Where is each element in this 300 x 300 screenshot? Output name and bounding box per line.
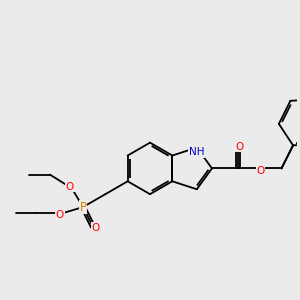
Text: O: O [56,210,64,220]
Text: O: O [235,142,243,152]
Text: O: O [92,223,100,233]
Text: O: O [66,182,74,192]
Text: P: P [80,200,87,214]
Text: NH: NH [189,147,205,157]
Text: O: O [256,166,265,176]
